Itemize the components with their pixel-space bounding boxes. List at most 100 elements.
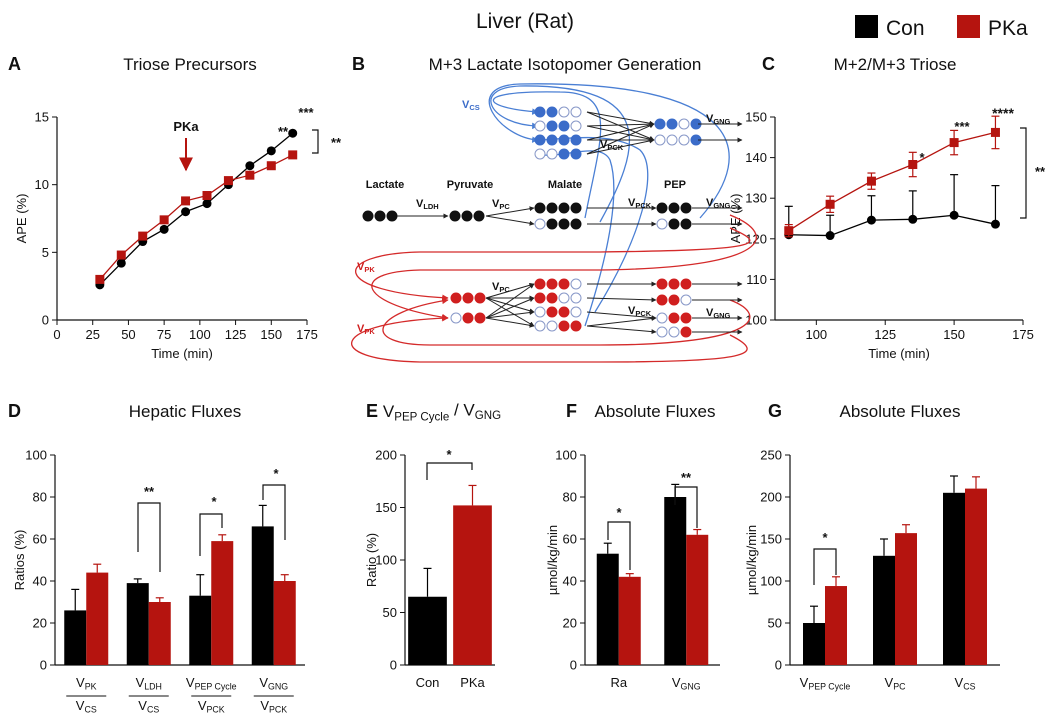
significance-bracket [137,502,161,572]
y-tick-label: 200 [375,448,397,463]
significance-bracket [262,484,286,540]
bar [596,553,619,665]
carbon-atom [570,292,582,304]
y-tick-label: 110 [746,272,767,287]
text-part: V [462,99,470,111]
carbon-atom [570,202,582,214]
point [990,219,1000,229]
point [949,138,959,148]
subscript: PCK [635,201,651,210]
carbon-atom [570,306,582,318]
annotation: ** [144,484,155,499]
y-axis-label: APE (%) [14,194,29,244]
carbon-atom [546,278,558,290]
point [949,210,959,220]
point [116,250,126,260]
carbon-atom [546,320,558,332]
carbon-atom [656,218,668,230]
significance-bracket [607,521,631,570]
carbon-atom [668,202,680,214]
carbon-atom [534,292,546,304]
y-tick-label: 130 [745,191,767,206]
carbon-atom [386,210,398,222]
x-axis-label: Time (min) [151,346,213,361]
flux-label: VPCK [628,305,652,318]
carbon-atom [558,202,570,214]
point [245,170,255,180]
x-tick-label: VPEP Cycle [800,675,851,692]
y-tick-label: 40 [563,574,577,589]
carbon-atom [570,106,582,118]
y-tick-label: 100 [555,448,577,463]
carbon-atom [668,326,680,338]
point [159,215,169,225]
bar [943,492,965,665]
point [138,231,148,241]
carbon-atom [534,148,546,160]
subscript: CS [963,682,975,692]
panel-title: Hepatic Fluxes [129,402,241,421]
significance-bracket [312,129,319,154]
carbon-atom [534,120,546,132]
carbon-atom [474,292,486,304]
reaction-arrow [485,206,535,217]
y-tick-label: 0 [390,658,397,673]
carbon-atom [570,278,582,290]
reaction-arrow [586,311,657,321]
carbon-atom [558,134,570,146]
carbon-atom [534,134,546,146]
y-tick-label: 100 [745,313,767,328]
flux-curve [371,214,757,321]
flux-curve [351,314,748,363]
annotation: * [822,530,828,545]
carbon-atom [668,218,680,230]
panel-title: Absolute Fluxes [595,402,716,421]
text-part: V [260,698,269,713]
subscript: LDH [144,682,162,692]
y-tick-label: 0 [570,658,577,673]
panel-letter: D [8,401,21,421]
carbon-atom [678,118,690,130]
x-axis-label: Time (min) [868,346,930,361]
text-part: / V [449,400,475,419]
subscript: PC [499,202,510,211]
carbon-atom [450,292,462,304]
carbon-atom [558,292,570,304]
annotation: PKa [173,119,199,134]
carbon-atom [546,292,558,304]
annotation: * [919,150,925,165]
reaction-arrow [586,122,655,141]
text-part: V [492,281,500,293]
text-part: V [259,675,268,690]
carbon-atom [680,326,692,338]
reaction-arrow [485,215,535,226]
point [223,176,233,186]
subscript: GNG [268,682,288,692]
point [288,128,298,138]
carbon-atom [678,134,690,146]
carbon-atom [558,218,570,230]
point [159,224,169,234]
bar [618,576,641,665]
y-tick-label: 20 [563,616,577,631]
carbon-atom [656,294,668,306]
panel-title: M+3 Lactate Isotopomer Generation [429,55,702,74]
y-tick-label: 100 [760,574,782,589]
panel-title: Triose Precursors [123,55,257,74]
y-tick-label: 60 [563,532,577,547]
significance-bracket [199,513,223,556]
reaction-arrow [485,297,535,327]
text-part: V [706,307,714,319]
reaction-arrow [485,283,535,319]
flux-label: VPCK [628,197,652,210]
carbon-atom [666,134,678,146]
point [908,160,918,170]
x-tick-label: 0 [53,327,60,342]
x-tick-label: 125 [225,327,247,342]
carbon-atom [558,106,570,118]
carbon-atom [558,306,570,318]
reaction-arrow [586,316,657,327]
subscript: GNG [681,682,701,692]
carbon-atom [462,292,474,304]
